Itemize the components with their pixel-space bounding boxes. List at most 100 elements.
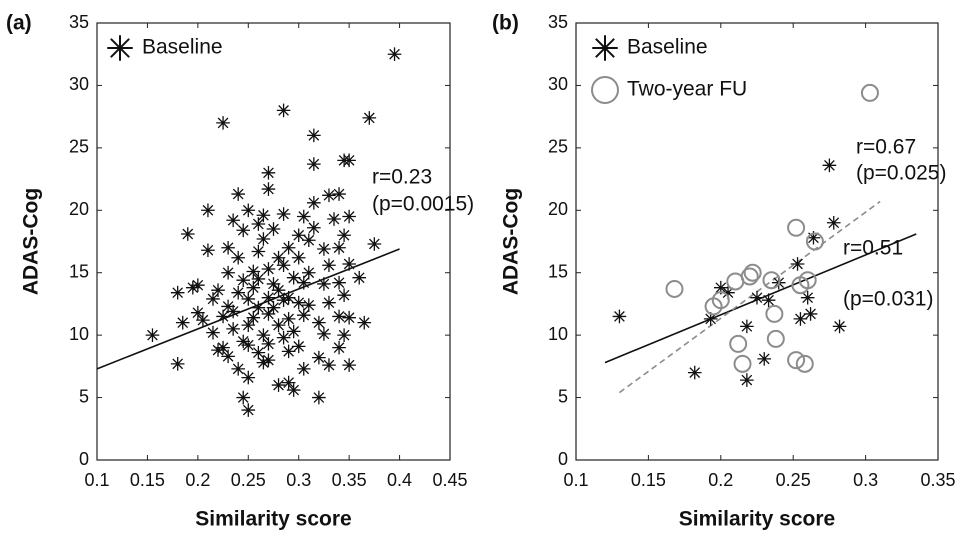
point: [211, 343, 225, 357]
point: [342, 209, 356, 224]
y-tick-label: 5: [79, 386, 89, 406]
y-tick-label: 0: [79, 449, 89, 469]
annotation: (p=0.025): [856, 162, 946, 185]
point: [251, 217, 266, 231]
point: [281, 290, 296, 305]
y-tick-label: 25: [548, 137, 568, 157]
point: [241, 403, 256, 417]
point: [322, 358, 336, 372]
point: [337, 328, 351, 342]
point: [231, 362, 245, 376]
point: [327, 212, 341, 226]
point: [216, 309, 230, 324]
point: [729, 334, 748, 353]
point: [765, 304, 784, 323]
annotation: (p=0.031): [843, 288, 933, 311]
x-tick-label: 0.35: [332, 470, 367, 490]
point: [332, 309, 346, 324]
point: [231, 285, 245, 300]
point: [322, 258, 336, 273]
point: [180, 227, 195, 241]
point: [241, 203, 256, 218]
point: [721, 285, 735, 300]
point: [281, 375, 296, 390]
y-tick-label: 35: [69, 12, 89, 32]
point: [236, 390, 251, 405]
point: [266, 300, 281, 315]
point: [352, 270, 367, 285]
point: [307, 195, 321, 210]
point: [761, 293, 776, 307]
point: [612, 309, 627, 324]
point: [251, 345, 266, 360]
point: [703, 312, 718, 326]
y-tick-label: 30: [548, 74, 568, 94]
y-tick-label: 20: [69, 199, 89, 219]
point: [787, 351, 806, 370]
x-tick-label: 0.25: [776, 470, 811, 490]
point: [322, 295, 336, 310]
point: [757, 352, 772, 366]
annotation: r=0.23: [372, 166, 432, 189]
point: [790, 257, 805, 271]
point: [296, 275, 311, 290]
y-tick-label: 20: [548, 199, 568, 219]
point: [186, 280, 200, 295]
point: [231, 250, 245, 265]
point: [766, 329, 785, 348]
point: [236, 334, 251, 349]
x-tick-label: 0.3: [286, 470, 311, 490]
point: [236, 273, 251, 288]
point: [281, 344, 296, 359]
legend-marker: [592, 35, 618, 61]
point: [296, 362, 311, 376]
point: [795, 354, 814, 373]
point: [733, 354, 752, 373]
point: [246, 310, 261, 325]
point: [276, 293, 291, 307]
point: [256, 232, 271, 246]
point: [231, 187, 245, 201]
point: [271, 318, 286, 332]
point: [281, 240, 296, 255]
point: [367, 237, 382, 251]
point: [286, 383, 301, 397]
point: [302, 233, 316, 248]
point: [762, 271, 781, 290]
x-tick-label: 0.15: [130, 470, 165, 490]
point: [201, 203, 215, 218]
axes-box: [575, 22, 939, 461]
point: [175, 315, 190, 330]
point: [261, 307, 276, 321]
x-tick-label: 0.3: [853, 470, 878, 490]
point: [803, 307, 818, 321]
point: [281, 312, 296, 326]
point: [216, 116, 230, 130]
point: [256, 355, 271, 370]
point: [221, 240, 235, 255]
x-tick-label: 0.2: [185, 470, 210, 490]
point: [226, 304, 240, 319]
point: [251, 244, 266, 259]
point: [332, 275, 346, 290]
point: [740, 319, 754, 334]
point: [826, 215, 841, 230]
point: [261, 337, 276, 351]
point: [750, 290, 764, 305]
x-tick-label: 0.35: [920, 470, 955, 490]
point: [793, 312, 808, 326]
point: [251, 272, 266, 286]
point: [271, 378, 286, 392]
point: [241, 318, 256, 332]
point: [798, 271, 817, 290]
point: [261, 290, 276, 305]
point: [832, 319, 847, 334]
point: [342, 358, 356, 372]
annotation: r=0.67: [856, 136, 916, 159]
point: [221, 299, 235, 314]
legend-marker: [591, 76, 619, 104]
x-tick-label: 0.25: [231, 470, 266, 490]
point: [226, 213, 240, 228]
point: [805, 232, 824, 251]
point: [342, 153, 356, 168]
